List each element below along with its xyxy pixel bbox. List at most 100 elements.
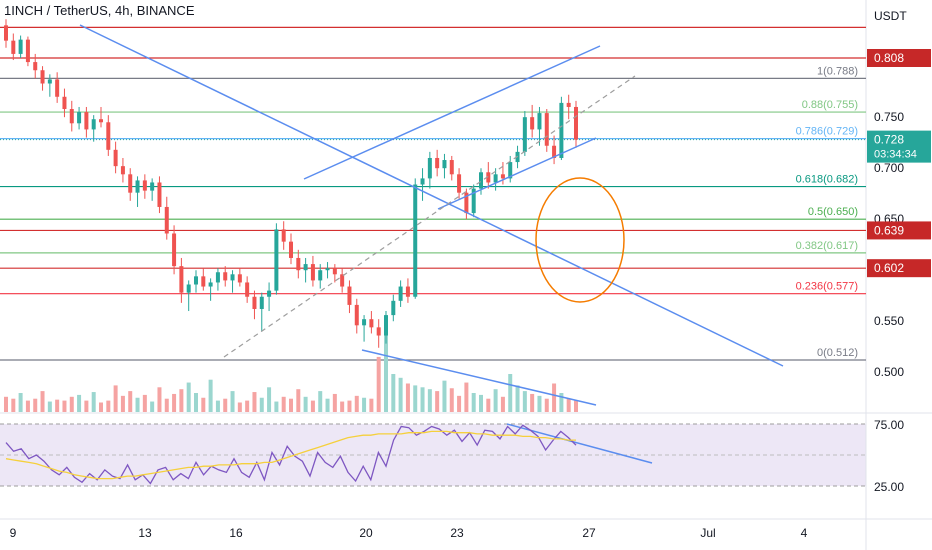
candle-body xyxy=(493,174,498,183)
channel-lower-line xyxy=(437,137,597,210)
fib-level-label: 0.5(0.650) xyxy=(808,206,858,218)
price-badge xyxy=(867,221,931,240)
volume-bar xyxy=(84,400,89,412)
volume-bar xyxy=(4,396,8,412)
volume-trendline xyxy=(361,349,597,406)
volume-bar xyxy=(457,395,462,412)
candle-body xyxy=(318,270,323,281)
candle-body xyxy=(471,188,476,214)
candle-body xyxy=(84,112,89,130)
candle-body xyxy=(332,268,337,275)
candle-body xyxy=(120,166,125,175)
candle-body xyxy=(135,180,140,193)
volume-bar xyxy=(55,399,60,412)
rsi-lines xyxy=(5,424,577,485)
volume-bar xyxy=(289,398,293,412)
volume-bar xyxy=(398,377,403,412)
candle-body xyxy=(172,233,177,267)
volume-bar xyxy=(500,396,505,412)
price-tick-label: 0.700 xyxy=(874,161,904,175)
time-tick-label: 20 xyxy=(359,526,373,540)
volume-bar xyxy=(384,330,388,412)
volume-bar xyxy=(179,389,184,412)
candle-body xyxy=(500,174,505,179)
volume-bar xyxy=(449,388,454,412)
fib-level-label: 1(0.788) xyxy=(817,65,858,77)
volume-bar xyxy=(230,391,235,412)
candle-body xyxy=(552,145,557,158)
time-axis: 9 13 16 20 23 27 Jul 4 xyxy=(10,526,808,540)
volume-bar xyxy=(479,394,483,412)
candle-body xyxy=(435,157,440,169)
volume-bar xyxy=(391,374,396,412)
drawings xyxy=(79,24,784,464)
time-tick-label: 13 xyxy=(138,526,152,540)
price-badge-label: 0.728 xyxy=(874,133,904,147)
price-tick-label: 0.750 xyxy=(874,110,904,124)
volume-bar xyxy=(172,393,177,412)
fib-level-label: 0.88(0.755) xyxy=(802,99,858,111)
volume-bar xyxy=(405,383,410,412)
candle-body xyxy=(18,39,23,54)
candle-body xyxy=(25,39,30,63)
time-tick-label: 4 xyxy=(801,526,808,540)
volume-bar xyxy=(318,391,323,412)
volume-bar xyxy=(208,379,213,412)
volume-bar xyxy=(77,394,82,412)
volume-bar xyxy=(522,391,527,412)
volume-bars xyxy=(4,330,578,412)
dashed-support-line xyxy=(223,75,636,358)
volume-bar xyxy=(566,398,571,412)
volume-bar xyxy=(18,393,23,412)
volume-bar xyxy=(69,396,74,412)
chart-title: 1INCH / TetherUS, 4h, BINANCE xyxy=(4,3,195,18)
highlight-circle xyxy=(535,177,625,303)
volume-bar xyxy=(464,382,469,412)
time-tick-label: 9 xyxy=(10,526,17,540)
volume-bar xyxy=(340,401,345,412)
candle-body xyxy=(384,315,388,336)
candle-body xyxy=(544,113,549,146)
candle-body xyxy=(4,25,8,41)
volume-bar xyxy=(544,398,549,412)
candle-body xyxy=(391,300,396,316)
candle-body xyxy=(267,290,272,297)
candle-body xyxy=(142,180,147,191)
fib-level-label: 0.786(0.729) xyxy=(796,126,858,138)
candle-body xyxy=(40,70,45,84)
volume-bar xyxy=(157,387,162,412)
volume-bar xyxy=(186,382,191,412)
candle-body xyxy=(325,268,330,271)
candle-body xyxy=(289,241,293,258)
fib-retracement: 1(0.788) 0.88(0.755) 0.786(0.729) 0.618(0.6… xyxy=(0,65,866,361)
fib-level-label: 0.236(0.577) xyxy=(796,281,858,293)
candle-body xyxy=(215,272,220,283)
candle-body xyxy=(559,102,564,158)
candle-body xyxy=(245,282,250,297)
volume-bar xyxy=(113,385,118,412)
volume-bar xyxy=(354,395,359,412)
candle-body xyxy=(376,327,381,336)
volume-bar xyxy=(252,392,257,412)
candle-body xyxy=(157,182,162,207)
volume-bar xyxy=(142,394,147,412)
volume-bar xyxy=(128,391,133,412)
candle-body xyxy=(398,286,403,301)
candle-body xyxy=(77,112,82,124)
price-badge-label: 0.602 xyxy=(874,261,904,275)
candle-body xyxy=(179,266,184,293)
candle-body xyxy=(340,274,345,287)
candle-body xyxy=(91,119,96,130)
candle-body xyxy=(574,106,578,140)
volume-bar xyxy=(471,393,476,412)
candle-body xyxy=(128,174,133,193)
volume-bar xyxy=(25,400,30,412)
volume-bar xyxy=(413,385,418,412)
volume-bar xyxy=(325,398,330,412)
candle-body xyxy=(457,174,462,193)
volume-bar xyxy=(33,398,38,412)
price-badge xyxy=(867,130,931,163)
rsi-tick-label: 25.00 xyxy=(874,480,904,494)
volume-bar xyxy=(245,400,250,412)
